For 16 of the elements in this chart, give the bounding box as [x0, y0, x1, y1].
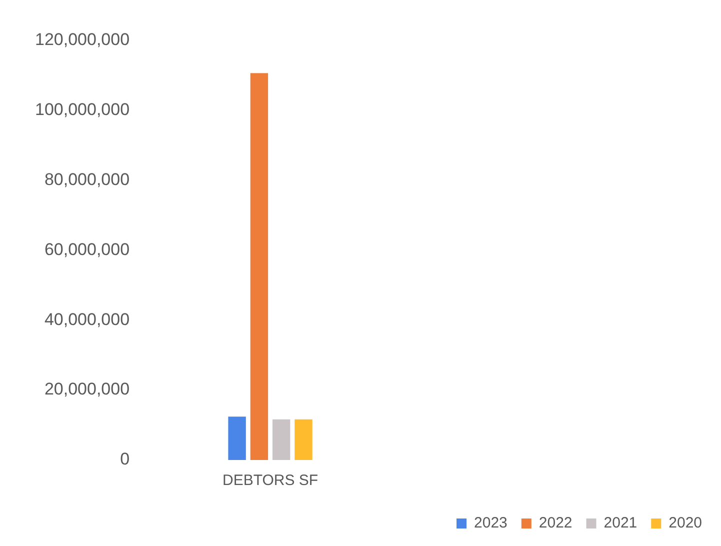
- x-tick-label: DEBTORS SF: [222, 472, 318, 490]
- bar: [250, 73, 268, 460]
- bar: [228, 416, 246, 460]
- y-tick-label: 20,000,000: [44, 380, 130, 399]
- legend-label: 2022: [538, 514, 572, 532]
- y-tick-label: 60,000,000: [44, 240, 130, 259]
- bar: [294, 419, 312, 460]
- legend-label: 2020: [668, 514, 702, 532]
- legend-label: 2021: [604, 514, 638, 532]
- y-tick-label: 40,000,000: [44, 310, 130, 329]
- y-tick-label: 100,000,000: [34, 100, 130, 119]
- y-tick-label: 120,000,000: [34, 30, 130, 49]
- bar: [272, 419, 290, 460]
- legend-label: 2023: [474, 514, 508, 532]
- y-tick-label: 80,000,000: [44, 170, 130, 189]
- y-tick-label: 0: [120, 450, 130, 469]
